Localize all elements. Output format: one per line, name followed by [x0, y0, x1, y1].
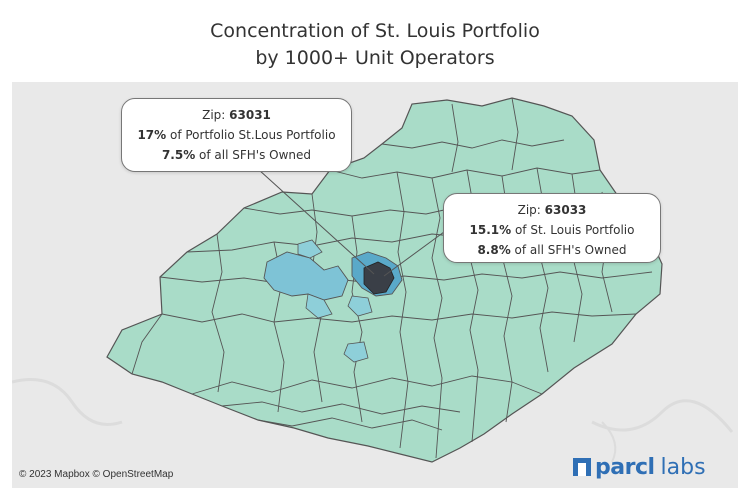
callout-sfh-line: 7.5% of all SFH's Owned [132, 145, 341, 165]
logo-word: parcl [595, 454, 655, 480]
callout-zip-value: 63031 [229, 108, 271, 122]
callout-zip-prefix: Zip: [202, 108, 230, 122]
callout-portfolio-label: of St. Louis Portfolio [511, 223, 635, 237]
callout-sfh-value: 7.5% [161, 148, 196, 162]
title-line-1: Concentration of St. Louis Portfolio [210, 20, 540, 42]
zip-highlight-region[interactable] [297, 239, 323, 259]
parcl-logo-icon [573, 458, 591, 476]
zip-high-concentration-region[interactable] [363, 261, 395, 295]
callout-sfh-value: 8.8% [477, 243, 511, 257]
callout-sfh-line: 8.8% of all SFH's Owned [454, 240, 650, 260]
terrain-line [591, 399, 734, 433]
callout-sfh-label: of all SFH's Owned [195, 148, 312, 162]
callout-zip-line: Zip: 63033 [454, 200, 650, 220]
callout-sfh-label: of all SFH's Owned [510, 243, 627, 257]
callout-zip-value: 63033 [544, 203, 587, 217]
zip-highlight-region[interactable] [347, 295, 373, 317]
callout-zip-prefix: Zip: [517, 203, 545, 217]
callout-leader-line [383, 231, 445, 277]
map-canvas[interactable] [12, 82, 738, 488]
logo-suffix: labs [660, 454, 706, 480]
callout-zip-63033: Zip: 63033 15.1% of St. Louis Portfolio … [443, 193, 661, 263]
map-title: Concentration of St. Louis Portfolio by … [0, 18, 750, 72]
callout-portfolio-label: of Portfolio St.Lous Portfolio [166, 128, 336, 142]
terrain-line [12, 378, 123, 426]
parcl-labs-logo: parcl labs [572, 452, 706, 482]
callout-portfolio-value: 15.1% [469, 223, 512, 237]
callout-portfolio-line: 17% of Portfolio St.Lous Portfolio [132, 125, 341, 145]
callout-zip-63031: Zip: 63031 17% of Portfolio St.Lous Port… [121, 98, 352, 172]
terrain-line [601, 421, 617, 463]
callout-portfolio-line: 15.1% of St. Louis Portfolio [454, 220, 650, 240]
callout-zip-line: Zip: 63031 [132, 105, 341, 125]
zip-highlight-region[interactable] [343, 341, 369, 363]
callout-leader-line [247, 159, 375, 275]
zip-highlight-region[interactable] [305, 293, 333, 319]
title-line-2: by 1000+ Unit Operators [255, 47, 495, 69]
map-attribution[interactable]: © 2023 Mapbox © OpenStreetMap [19, 469, 174, 480]
callout-portfolio-value: 17% [137, 128, 167, 142]
